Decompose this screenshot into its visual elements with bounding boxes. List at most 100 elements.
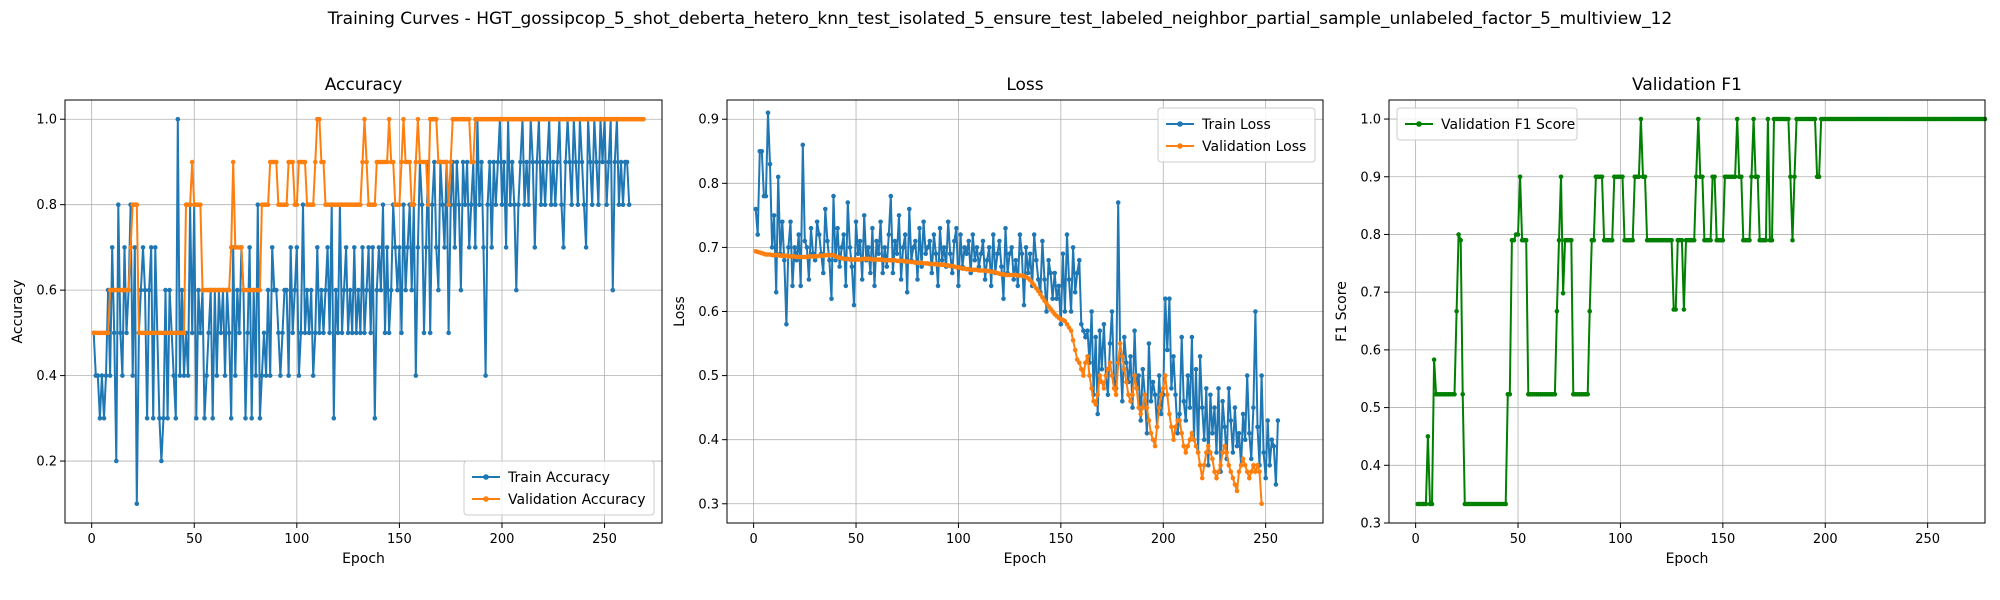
data-point (970, 232, 976, 237)
data-point (1109, 309, 1115, 314)
data-point (1249, 469, 1254, 475)
data-point (534, 159, 540, 165)
x-tick-label: 100 (284, 532, 309, 547)
data-point (1255, 424, 1260, 430)
data-point (372, 202, 378, 207)
data-point (604, 202, 609, 207)
data-point (1189, 431, 1195, 436)
data-point (945, 219, 951, 225)
data-point (921, 219, 926, 225)
data-point (964, 251, 969, 257)
data-point (618, 159, 624, 165)
data-point (1109, 373, 1115, 378)
data-point (978, 251, 984, 257)
data-point (1734, 116, 1740, 122)
data-point (1089, 386, 1094, 391)
data-point (413, 373, 419, 378)
data-point (1107, 360, 1113, 366)
data-point (1130, 405, 1135, 410)
data-point (1238, 463, 1244, 468)
data-point (775, 174, 781, 180)
data-point (1197, 354, 1203, 359)
data-point (509, 159, 515, 165)
data-point (835, 225, 840, 231)
data-point (954, 225, 959, 231)
data-point (904, 290, 910, 295)
data-point (315, 245, 320, 250)
data-point (290, 159, 296, 165)
data-point (880, 270, 885, 276)
x-tick-label: 50 (848, 532, 865, 547)
data-point (573, 159, 579, 165)
data-point (233, 373, 238, 378)
data-point (1154, 424, 1160, 430)
data-point (1099, 379, 1105, 385)
data-point (1173, 392, 1178, 398)
data-point (1271, 443, 1277, 449)
data-point (1081, 373, 1086, 378)
data-point (109, 245, 115, 250)
data-point (354, 330, 359, 336)
data-point (284, 287, 289, 293)
data-point (1218, 463, 1223, 468)
data-point (296, 373, 302, 378)
data-point (829, 296, 834, 302)
data-point (280, 330, 285, 336)
data-point (1739, 174, 1744, 180)
data-point (1070, 245, 1076, 250)
data-point (415, 245, 421, 250)
data-point (851, 302, 857, 308)
data-point (189, 159, 195, 165)
y-tick-label: 0.7 (698, 241, 719, 256)
legend-box (1157, 107, 1316, 163)
data-point (952, 238, 957, 244)
data-point (1228, 469, 1234, 475)
y-tick-label: 0.9 (1360, 170, 1381, 185)
data-point (157, 416, 162, 421)
data-point (561, 245, 566, 250)
data-point (1107, 341, 1113, 346)
y-tick-label: 0.2 (36, 455, 57, 470)
data-point (1253, 309, 1258, 314)
data-point (997, 238, 1002, 244)
data-point (1054, 296, 1059, 302)
y-tick-label: 0.5 (698, 369, 719, 384)
data-point (1587, 308, 1592, 314)
data-point (1210, 431, 1215, 436)
data-point (1220, 398, 1225, 404)
data-point (984, 257, 990, 263)
data-point (1554, 308, 1560, 314)
data-point (1120, 354, 1125, 359)
data-point (1790, 237, 1795, 243)
data-point (1148, 431, 1154, 436)
data-point (1150, 437, 1156, 443)
data-point (144, 416, 150, 421)
data-point (446, 202, 451, 207)
data-point (825, 238, 830, 244)
data-point (99, 373, 105, 378)
y-tick-label: 0.3 (698, 497, 719, 512)
legend-swatch-marker (483, 496, 489, 502)
data-point (1165, 392, 1170, 398)
data-point (255, 202, 261, 207)
data-point (1206, 443, 1211, 449)
data-point (1171, 437, 1176, 443)
data-point (1638, 116, 1644, 122)
data-point (1034, 257, 1039, 263)
data-point (1115, 360, 1121, 366)
x-tick-label: 150 (387, 532, 412, 547)
data-point (1230, 450, 1236, 455)
data-point (503, 245, 509, 250)
data-point (395, 287, 400, 293)
data-point (226, 287, 232, 293)
data-point (1216, 386, 1221, 391)
data-point (436, 287, 441, 293)
chart-title: Validation F1 (1632, 75, 1742, 95)
data-point (892, 238, 898, 244)
data-point (347, 287, 353, 293)
data-point (265, 287, 271, 293)
data-point (1144, 431, 1150, 436)
data-point (153, 245, 158, 250)
data-point (1083, 334, 1088, 340)
data-point (356, 287, 361, 293)
